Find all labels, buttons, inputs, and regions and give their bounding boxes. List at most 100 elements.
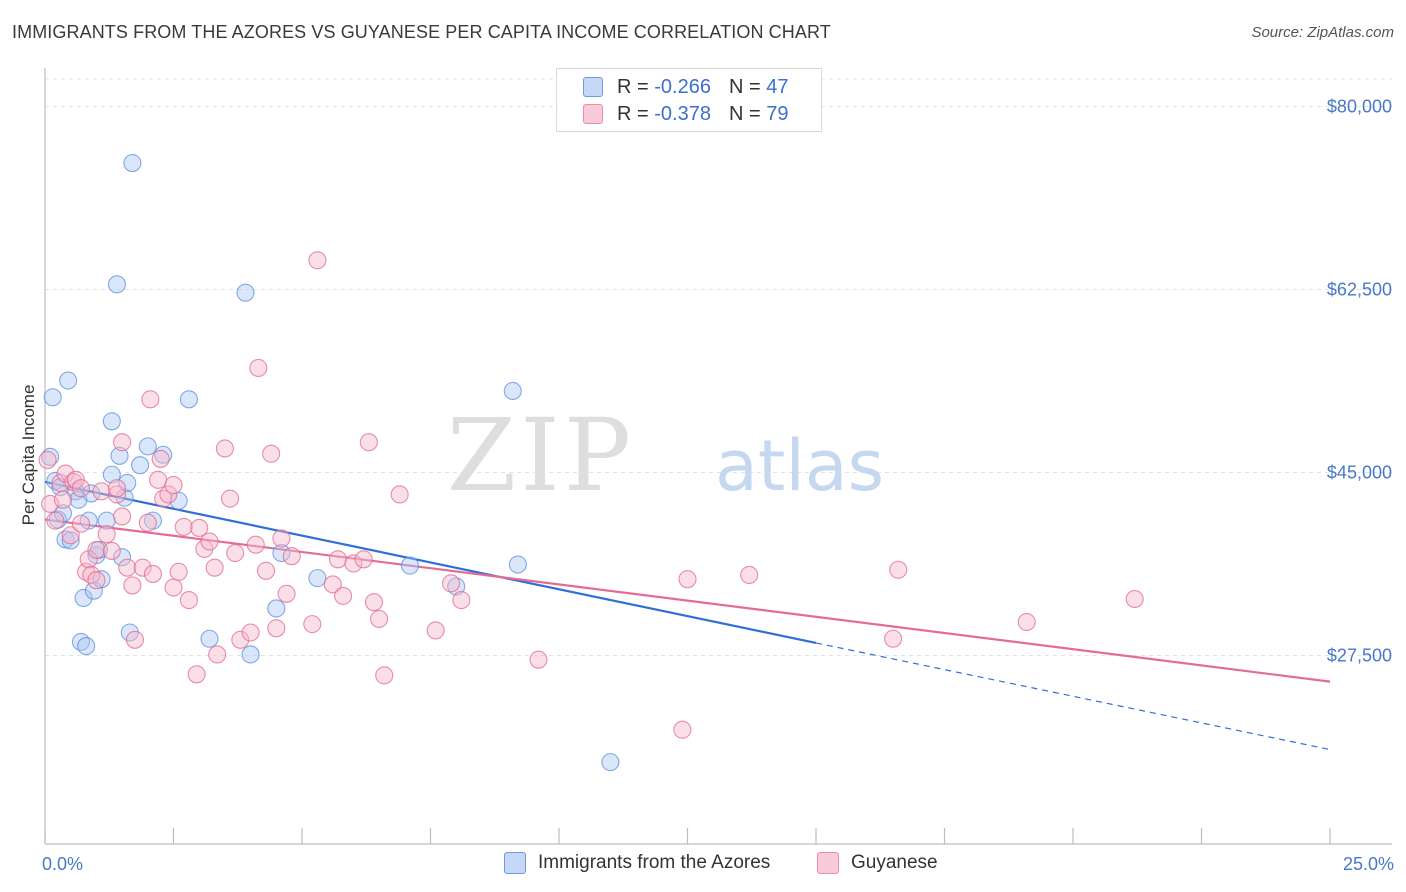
- point-guyanese: [97, 525, 116, 544]
- point-guyanese: [79, 550, 98, 569]
- point-guyanese: [125, 630, 144, 649]
- point-guyanese: [452, 591, 471, 610]
- point-guyanese: [61, 526, 80, 545]
- point-guyanese: [272, 529, 291, 548]
- point-guyanese: [390, 485, 409, 504]
- y-tick-label: $27,500: [1327, 645, 1392, 665]
- legend-r-value: -0.378: [654, 102, 711, 125]
- point-azores: [123, 154, 142, 173]
- source-label: Source: ZipAtlas.com: [1251, 24, 1394, 41]
- point-guyanese: [143, 564, 162, 583]
- point-azores: [508, 555, 527, 574]
- point-guyanese: [71, 479, 91, 498]
- point-guyanese: [87, 540, 106, 559]
- legend-swatch-guyanese: [583, 104, 603, 124]
- point-guyanese: [179, 591, 198, 610]
- point-azores: [102, 465, 121, 484]
- point-guyanese: [205, 558, 224, 577]
- point-guyanese: [323, 575, 342, 594]
- bottom-legend-guyanese[interactable]: Guyanese: [817, 852, 938, 874]
- point-guyanese: [149, 470, 168, 489]
- point-azores: [77, 637, 96, 656]
- point-azores: [43, 388, 62, 407]
- point-azores: [61, 531, 80, 550]
- point-guyanese: [364, 593, 384, 612]
- bottom-legend-swatch-azores: [504, 852, 526, 874]
- point-guyanese: [442, 574, 461, 593]
- point-guyanese: [262, 444, 281, 463]
- point-guyanese: [370, 609, 389, 628]
- point-guyanese: [884, 629, 903, 648]
- point-guyanese: [113, 433, 132, 452]
- point-guyanese: [187, 665, 206, 684]
- y-axis-label: Per Capita Income: [19, 385, 38, 526]
- point-azores: [41, 447, 60, 466]
- watermark-zip: ZIP: [447, 397, 635, 514]
- y-tick-label: $80,000: [1327, 97, 1392, 117]
- point-guyanese: [133, 558, 152, 577]
- gridlines: [45, 78, 1392, 656]
- point-azores: [179, 390, 198, 409]
- tick-labels: $27,500 $45,000 $62,500 $80,000 0.0% 25.0%: [42, 97, 1394, 874]
- bottom-legend-azores[interactable]: Immigrants from the Azores: [504, 852, 770, 874]
- point-guyanese: [38, 450, 57, 470]
- point-guyanese: [118, 558, 137, 577]
- point-guyanese: [113, 507, 132, 526]
- point-guyanese: [92, 482, 111, 501]
- point-azores: [118, 473, 137, 493]
- trend-line-azores: [44, 480, 817, 645]
- bottom-legend-label-guyanese: Guyanese: [851, 852, 938, 873]
- point-guyanese: [141, 390, 160, 409]
- x-tick-label-max: 25.0%: [1343, 854, 1394, 874]
- axes: [44, 68, 1392, 845]
- point-guyanese: [200, 532, 219, 551]
- legend-row-guyanese: R = -0.378 N = 79: [557, 101, 788, 127]
- point-guyanese: [164, 578, 183, 597]
- point-azores: [308, 569, 327, 588]
- point-guyanese: [231, 630, 250, 649]
- legend-r-value: -0.266: [654, 75, 711, 98]
- bottom-legend-label-azores: Immigrants from the Azores: [538, 852, 771, 873]
- point-guyanese: [1125, 589, 1144, 609]
- point-guyanese: [267, 619, 286, 638]
- point-guyanese: [220, 489, 240, 508]
- legend-n-value: 79: [766, 102, 789, 125]
- point-guyanese: [226, 543, 245, 563]
- point-guyanese: [190, 518, 209, 537]
- point-azores: [74, 588, 93, 608]
- point-guyanese: [46, 511, 65, 530]
- point-azores: [138, 437, 157, 456]
- point-guyanese: [174, 517, 193, 536]
- point-guyanese: [107, 485, 127, 504]
- point-azores: [92, 570, 111, 589]
- point-guyanese: [246, 535, 265, 554]
- trend-lines: [44, 480, 1331, 751]
- legend: R = -0.266 N = 47 R = -0.378 N = 79: [556, 68, 822, 132]
- bottom-legend: Immigrants from the Azores Guyanese: [0, 852, 1406, 878]
- point-guyanese: [256, 561, 276, 580]
- data-points: [38, 154, 1144, 772]
- point-guyanese: [426, 621, 445, 640]
- point-guyanese: [1017, 612, 1036, 632]
- point-azores: [236, 283, 255, 302]
- point-guyanese: [375, 666, 394, 685]
- point-guyanese: [123, 576, 142, 595]
- point-azores: [601, 753, 620, 772]
- point-guyanese: [82, 565, 101, 585]
- point-azores: [400, 556, 419, 575]
- point-guyanese: [344, 554, 363, 573]
- point-azores: [447, 577, 466, 596]
- point-guyanese: [359, 433, 378, 452]
- point-guyanese: [138, 513, 157, 532]
- point-guyanese: [71, 514, 91, 533]
- x-tick-label-min: 0.0%: [42, 854, 83, 874]
- legend-n-label: N =: [728, 102, 761, 125]
- legend-swatch-azores: [583, 77, 603, 97]
- point-azores: [59, 371, 78, 390]
- y-tick-label: $45,000: [1327, 463, 1392, 483]
- trend-line-guyanese: [44, 518, 1331, 683]
- point-azores: [110, 446, 129, 465]
- point-guyanese: [354, 550, 373, 569]
- point-guyanese: [529, 650, 548, 669]
